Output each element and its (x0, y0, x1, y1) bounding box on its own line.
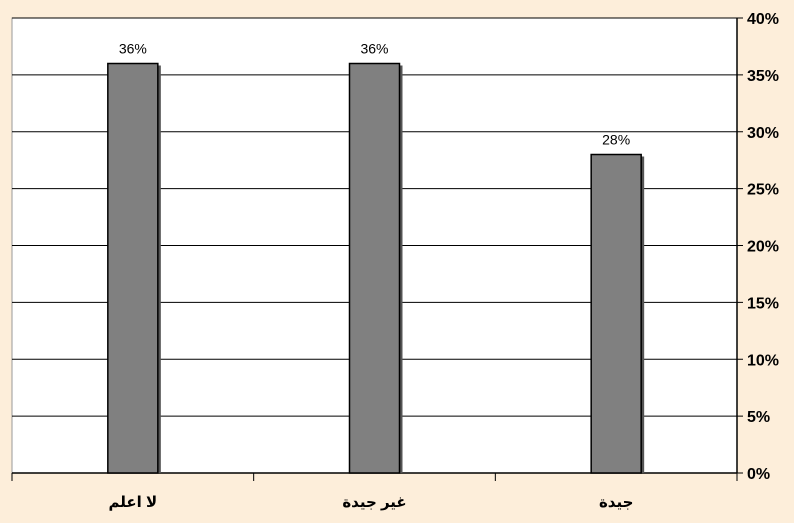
x-tick-label: غير جيدة (342, 494, 406, 511)
data-label: 36% (360, 41, 388, 57)
data-label: 28% (602, 132, 630, 148)
y-tick-label: 15% (747, 295, 779, 312)
bar (348, 62, 401, 474)
x-tick-label: لا اعلم (109, 494, 158, 511)
y-tick-label: 30% (747, 125, 779, 142)
y-tick-label: 5% (747, 409, 770, 426)
y-tick-label: 20% (747, 239, 779, 256)
y-tick-label: 40% (747, 11, 779, 28)
data-label: 36% (119, 41, 147, 57)
y-tick-label: 35% (747, 68, 779, 85)
x-tick-label: جيدة (599, 494, 633, 511)
y-tick-label: 0% (747, 466, 770, 483)
bar (107, 62, 159, 474)
bar (590, 153, 642, 474)
y-tick-label: 10% (747, 352, 779, 369)
y-tick-label: 25% (747, 182, 779, 199)
